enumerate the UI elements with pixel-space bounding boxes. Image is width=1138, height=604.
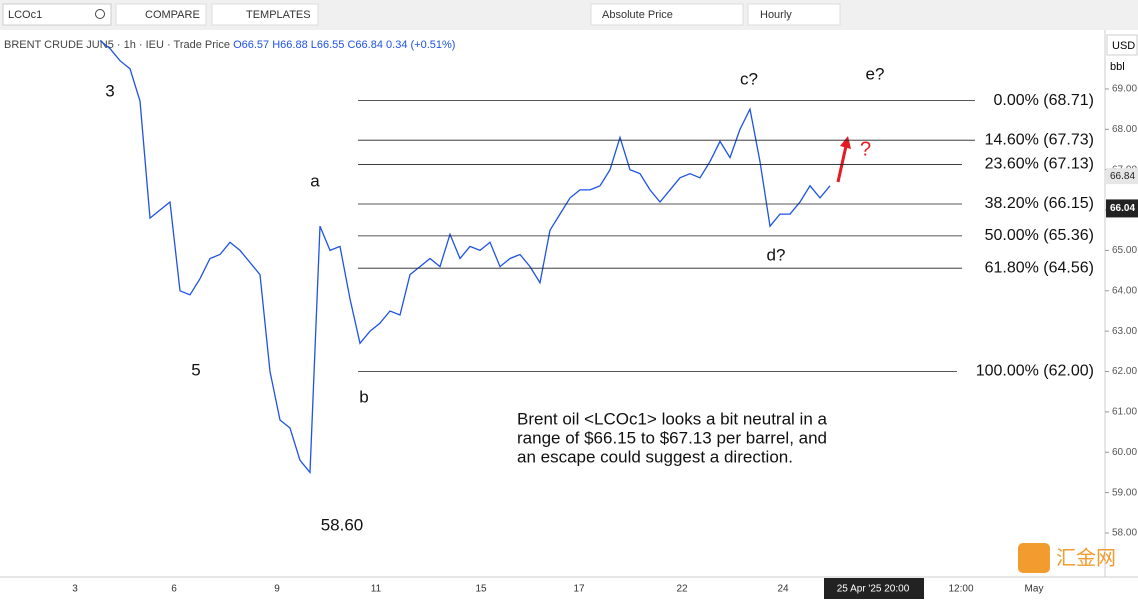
y-tick-label: 64.00 [1112,285,1137,296]
x-tick-label: 3 [72,584,78,595]
y-tick-label: 60.00 [1112,447,1137,458]
arrow-label: ? [860,138,871,160]
y-tick-label: 68.00 [1112,124,1137,135]
last-price-label: 66.84 [1110,171,1135,182]
price-mode-select[interactable] [590,3,744,26]
wave-label: c? [740,69,758,88]
close: C66.84 [347,39,382,51]
x-tick-label: 11 [371,584,382,595]
instrument: BRENT CRUDE JUN5 [4,39,114,51]
price-mode: Absolute Price [602,9,673,21]
y-tick-label: 63.00 [1112,326,1137,337]
annotation-line: an escape could suggest a direction. [517,447,793,466]
compare-button[interactable] [115,3,207,26]
wave-label: 3 [105,81,114,100]
x-tick-label: 22 [676,584,688,595]
fib-label: 0.00% (68.71) [993,92,1094,109]
fib-label: 50.00% (65.36) [985,227,1094,244]
watermark: 汇金网 [1056,546,1116,569]
last-price-badge [1106,168,1138,185]
wave-label: 5 [191,360,200,379]
open: O66.57 [233,39,269,51]
y-tick-label: 59.00 [1112,487,1137,498]
fib-label: 14.60% (67.73) [985,131,1094,148]
x-tick-label: 6 [171,584,177,595]
templates-button[interactable] [211,3,319,26]
legend-header: BRENT CRUDE JUN5 · 1h · IEU · Trade Pric… [4,39,455,51]
wave-label: b [359,387,368,406]
symbol-box[interactable] [2,3,112,26]
fib-label: 23.60% (67.13) [985,156,1094,173]
y-tick-label: 65.00 [1112,245,1137,256]
svg-text:BRENT CRUDE JUN5 · 1h · IEU ·: BRENT CRUDE JUN5 · 1h · IEU · Trade Pric… [4,39,455,51]
cursor-price-badge [1106,199,1138,218]
interval-select[interactable] [747,3,841,26]
change: 0.34 (+0.51%) [386,39,455,51]
wave-label: e? [866,64,885,83]
x-tick-label: 25 Apr '25 20:00 [837,584,910,595]
watermark-logo [1018,543,1050,573]
fib-label: 100.00% (62.00) [976,363,1094,380]
interval: 1h [124,39,136,51]
wave-label: 58.60 [321,515,364,534]
interval: Hourly [760,9,792,21]
x-tick-label: 9 [274,584,280,595]
wave-label: a [310,171,320,190]
price-line [99,39,831,475]
arrow [836,145,848,183]
field: Trade Price [174,39,230,51]
cursor-price-label: 66.04 [1110,203,1135,214]
exchange: IEU [146,39,164,51]
x-cursor-badge [824,578,924,599]
currency-box[interactable] [1106,34,1138,56]
x-tick-label: 24 [777,584,789,595]
symbol: LCOc1 [8,9,42,21]
y-tick-label: 61.00 [1112,407,1137,418]
fib-label: 38.20% (66.15) [985,195,1094,212]
wave-label: d? [767,245,786,264]
search-icon [95,9,105,19]
compare-label: COMPARE [145,9,200,21]
x-tick-label: 17 [573,584,585,595]
y-tick-label: 69.00 [1112,84,1137,95]
x-tick-label: 15 [475,584,487,595]
arrow-head [840,136,851,149]
templates-label: TEMPLATES [246,9,311,21]
annotation-line: range of $66.15 to $67.13 per barrel, an… [517,428,827,447]
x-tick-label: 12:00 [948,584,973,595]
y-tick-label: 58.00 [1112,528,1137,539]
fib-label: 61.80% (64.56) [985,259,1094,276]
unit: bbl [1110,61,1125,73]
annotation-line: Brent oil <LCOc1> looks a bit neutral in… [517,409,827,428]
high: H66.88 [272,39,307,51]
x-tick-label: May [1025,584,1044,595]
y-tick-label: 62.00 [1112,366,1137,377]
low: L66.55 [311,39,345,51]
currency: USD [1112,40,1135,52]
